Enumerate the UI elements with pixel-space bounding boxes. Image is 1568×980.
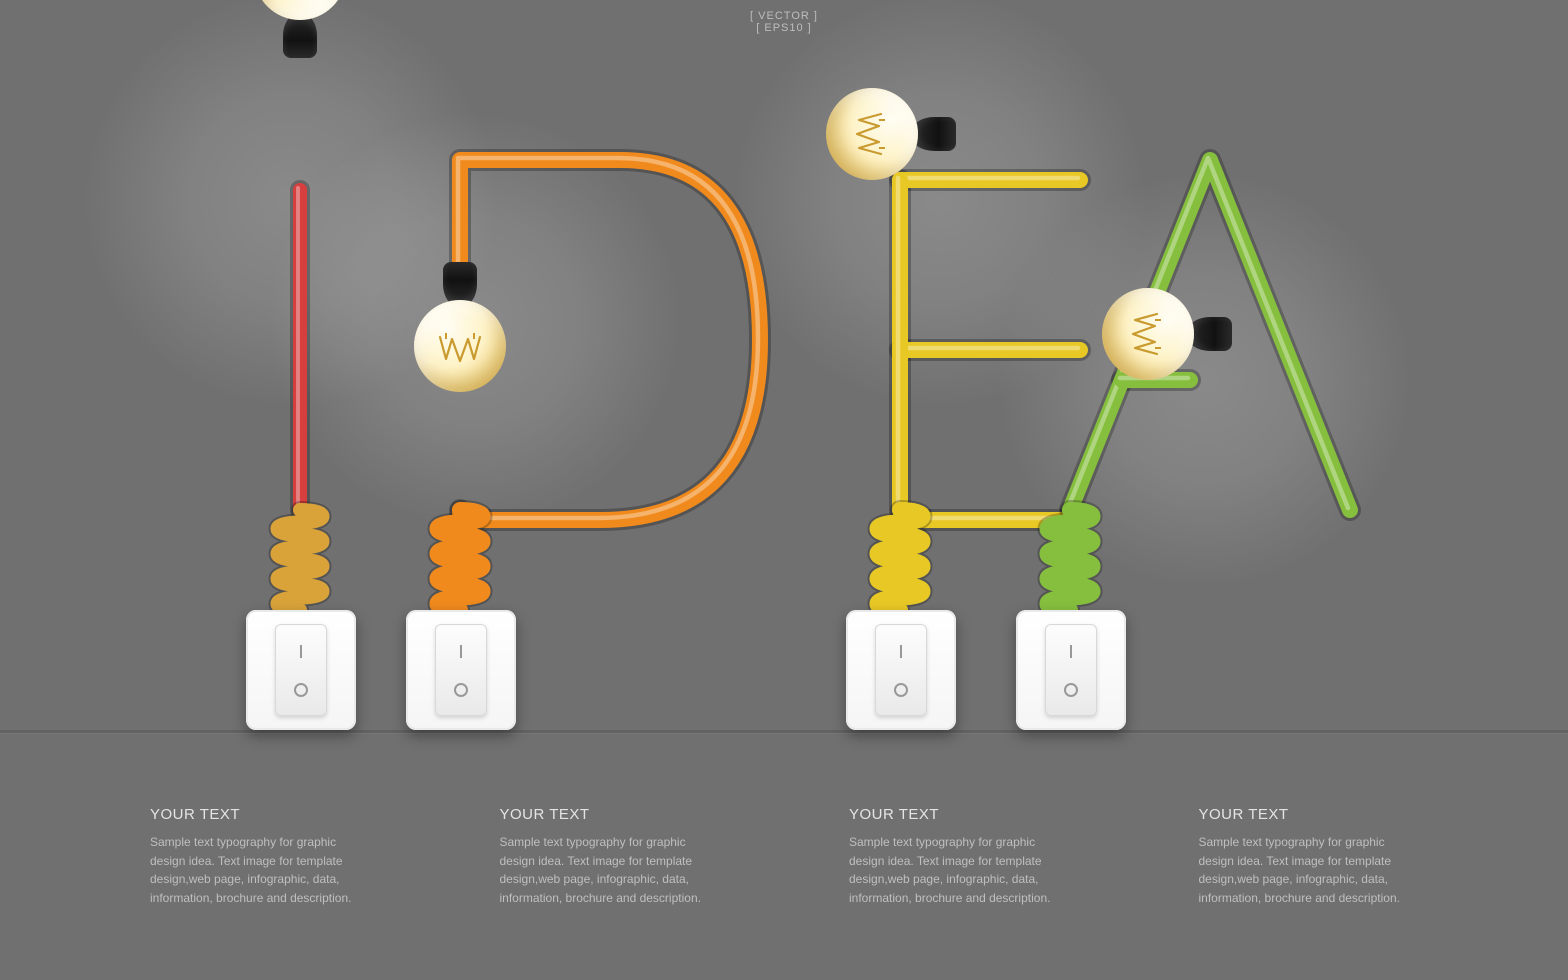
column-body: Sample text typography for graphic desig… [1199, 833, 1419, 907]
light-switch-a[interactable]: I [1016, 610, 1126, 730]
bulb-filament-icon [1125, 306, 1165, 362]
infographic-stage: [ VECTOR ] [ EPS10 ]I I I I YOUR TEXTSam… [0, 0, 1568, 980]
column-heading: YOUR TEXT [150, 806, 370, 823]
bulb-cap [1188, 317, 1232, 351]
column-body: Sample text typography for graphic desig… [849, 833, 1069, 907]
switch-off-mark-icon [1064, 683, 1078, 697]
column-heading: YOUR TEXT [849, 806, 1069, 823]
text-columns: YOUR TEXT Sample text typography for grap… [0, 806, 1568, 907]
bulb-glass [1102, 288, 1194, 380]
column-heading: YOUR TEXT [1199, 806, 1419, 823]
column-body: Sample text typography for graphic desig… [500, 833, 720, 907]
text-column: YOUR TEXT Sample text typography for grap… [150, 806, 370, 907]
column-heading: YOUR TEXT [500, 806, 720, 823]
lightbulb-icon [1102, 288, 1232, 380]
text-column: YOUR TEXT Sample text typography for grap… [500, 806, 720, 907]
switch-on-mark-icon: I [1068, 643, 1073, 661]
text-column: YOUR TEXT Sample text typography for grap… [849, 806, 1069, 907]
text-column: YOUR TEXT Sample text typography for grap… [1199, 806, 1419, 907]
switch-rocker[interactable]: I [1045, 624, 1097, 716]
column-body: Sample text typography for graphic desig… [150, 833, 370, 907]
